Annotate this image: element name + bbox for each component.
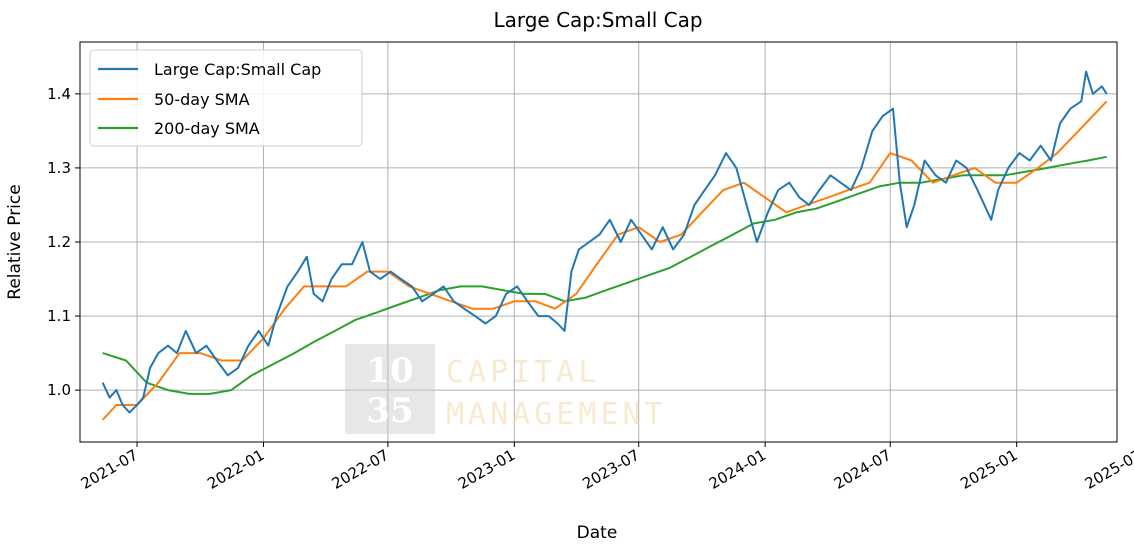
- y-tick-label: 1.2: [47, 233, 71, 251]
- legend-label-large-small: Large Cap:Small Cap: [154, 60, 321, 79]
- x-tick-label: 2023-01: [455, 446, 518, 493]
- watermark-number-bottom: 35: [366, 391, 413, 431]
- series-sma200-line: [102, 155, 1107, 395]
- x-tick-label: 2023-07: [579, 446, 642, 493]
- legend: Large Cap:Small Cap 50-day SMA 200-day S…: [89, 49, 363, 147]
- legend-box: [89, 49, 363, 147]
- y-tick-label: 1.0: [47, 381, 71, 399]
- x-tick-label: 2025-07: [1082, 446, 1134, 493]
- chart-title: Large Cap:Small Cap: [493, 8, 702, 32]
- watermark-box: [345, 344, 435, 434]
- y-axis-label: Relative Price: [5, 184, 25, 299]
- x-tick-label: 2022-07: [329, 446, 392, 493]
- x-axis: 2021-07 2022-01 2022-07 2023-01 2023-07 2024-…: [78, 442, 1134, 493]
- watermark: 10 35 CAPITAL MANAGEMENT: [345, 344, 667, 434]
- grid: [80, 42, 1117, 442]
- x-tick-label: 2022-01: [204, 446, 267, 493]
- y-tick-label: 1.3: [47, 159, 71, 177]
- watermark-number-top: 10: [366, 351, 413, 391]
- watermark-line-2: MANAGEMENT: [446, 397, 667, 432]
- series-large-small-line: [101, 70, 1108, 414]
- y-axis: 1.0 1.1 1.2 1.3 1.4: [47, 85, 80, 399]
- y-tick-label: 1.4: [47, 85, 71, 103]
- x-tick-label: 2024-01: [706, 446, 769, 493]
- series-layer: [101, 70, 1108, 421]
- legend-label-sma200: 200-day SMA: [154, 119, 260, 138]
- x-axis-label: Date: [577, 523, 618, 543]
- watermark-line-1: CAPITAL: [446, 355, 600, 390]
- x-tick-label: 2021-07: [78, 446, 141, 493]
- series-sma50-line: [101, 100, 1108, 421]
- y-tick-label: 1.1: [47, 307, 71, 325]
- x-tick-label: 2024-07: [831, 446, 894, 493]
- legend-label-sma50: 50-day SMA: [154, 90, 250, 109]
- x-tick-label: 2025-01: [957, 446, 1020, 493]
